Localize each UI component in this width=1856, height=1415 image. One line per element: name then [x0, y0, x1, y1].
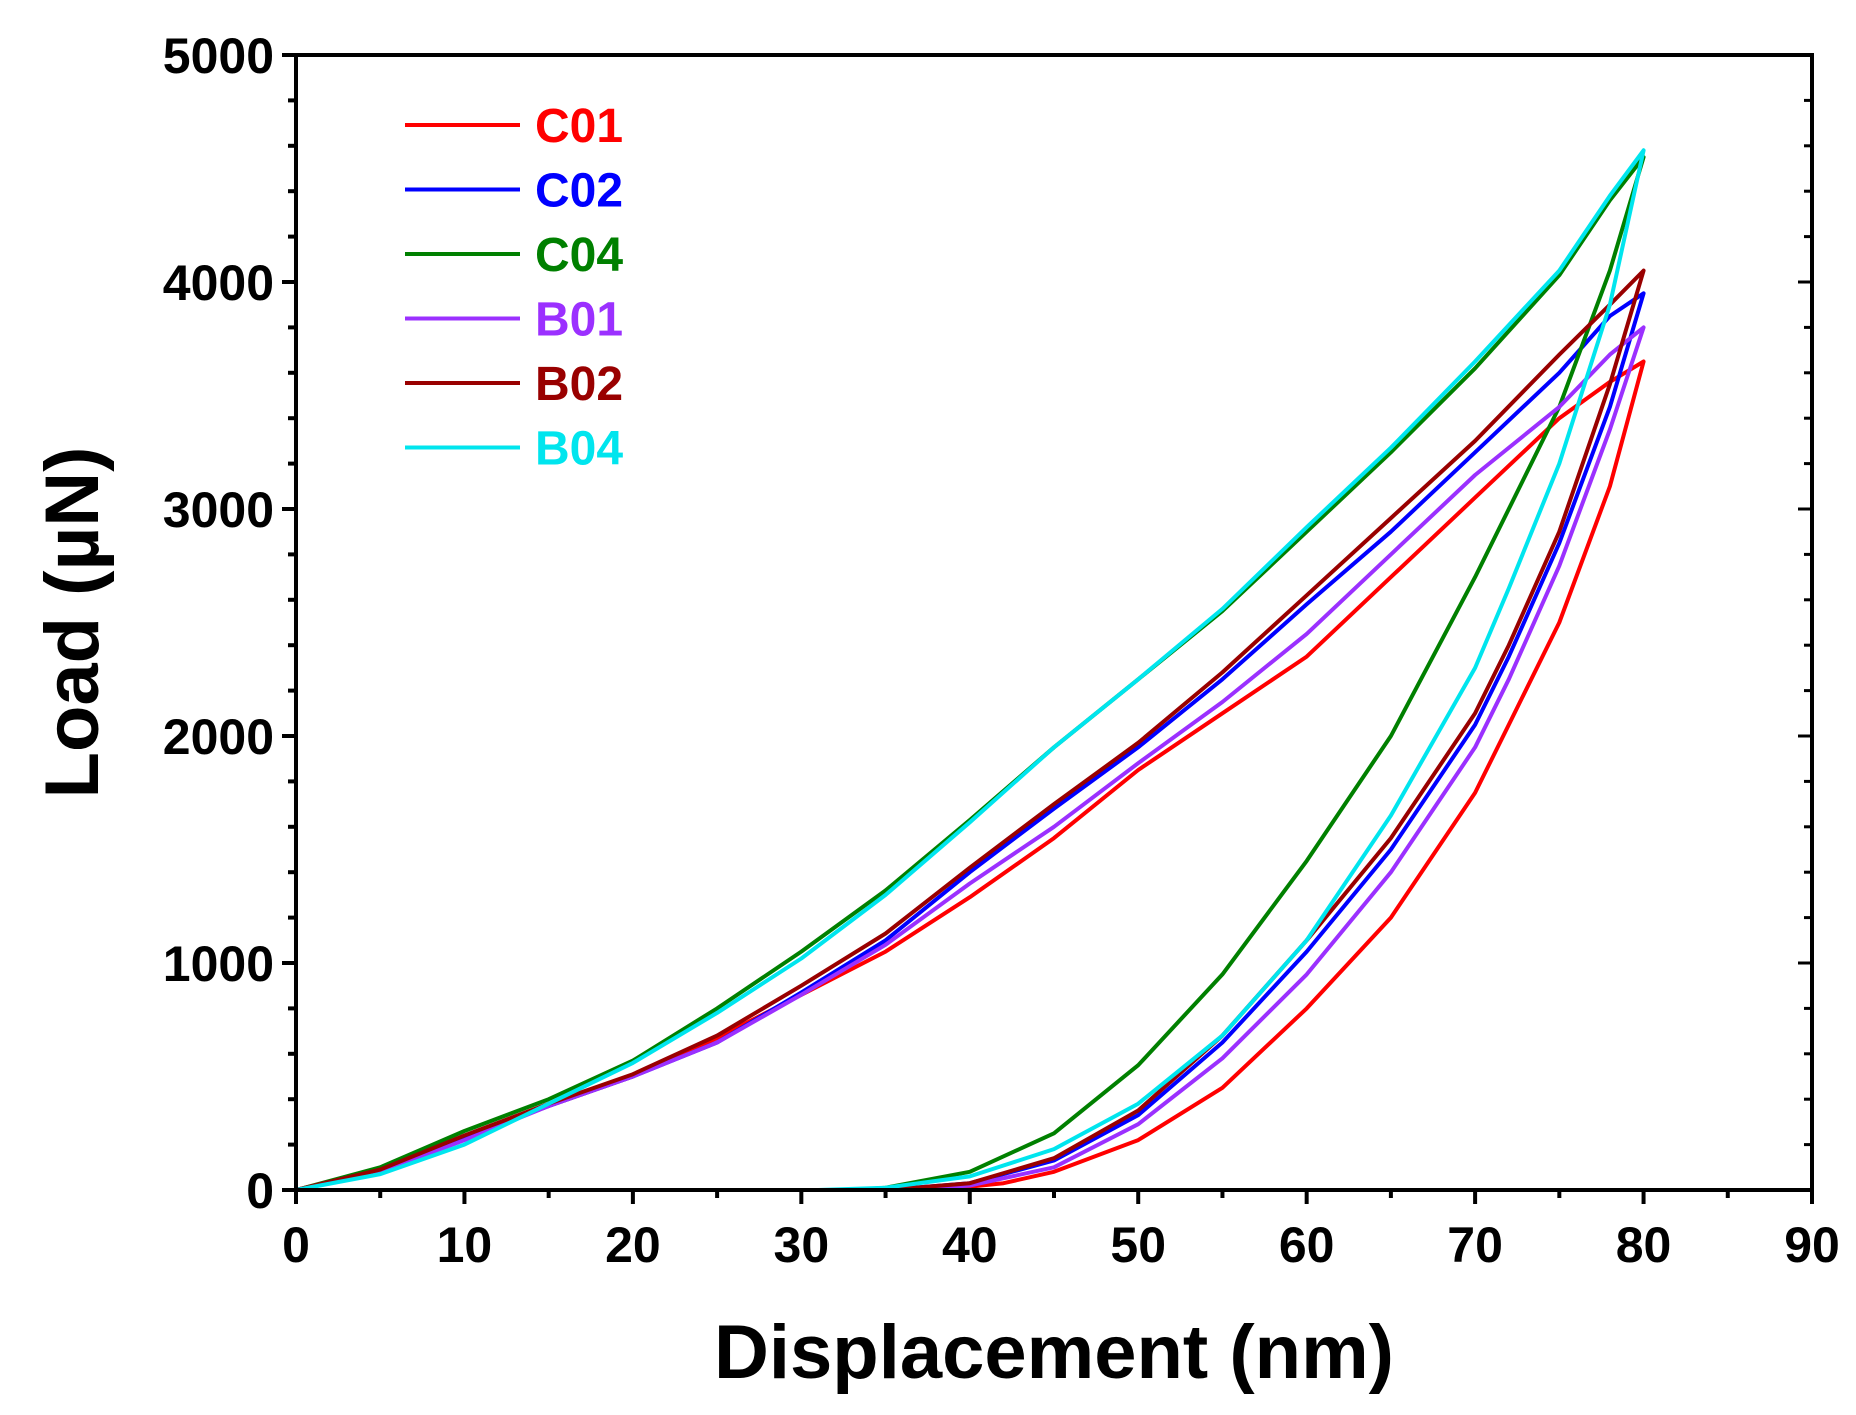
x-tick-label: 90	[1784, 1217, 1840, 1273]
x-axis-title: Displacement (nm)	[714, 1310, 1394, 1395]
series-line-b04	[295, 148, 1646, 1192]
series-line-b01	[295, 325, 1646, 1192]
y-tick-label: 2000	[163, 709, 274, 765]
plot-lines	[295, 148, 1646, 1192]
x-tick-label: 40	[942, 1217, 998, 1273]
series-line-c02	[295, 291, 1646, 1192]
x-tick-label: 0	[282, 1217, 310, 1273]
plot-frame	[294, 53, 1814, 1192]
y-tick-label: 4000	[163, 255, 274, 311]
y-axis-title: Load (µN)	[30, 447, 115, 799]
x-tick-label: 50	[1110, 1217, 1166, 1273]
tick-labels: 0 10 20 30 40 50 60 70 80 90 0 1000 2000 3000 4000 5000	[163, 28, 1840, 1273]
x-tick-label: 10	[437, 1217, 493, 1273]
x-tick-label: 70	[1447, 1217, 1503, 1273]
axis-ticks	[282, 53, 1814, 1204]
legend-label-c01: C01	[535, 100, 623, 153]
legend: C01 C02 C04 B01 B02 B04	[405, 100, 623, 476]
legend-label-b01: B01	[535, 294, 623, 347]
legend-label-c04: C04	[535, 229, 623, 282]
legend-label-b04: B04	[535, 423, 623, 476]
series-line-c04	[295, 155, 1646, 1192]
x-tick-label: 60	[1279, 1217, 1335, 1273]
x-tick-label: 80	[1616, 1217, 1672, 1273]
legend-label-c02: C02	[535, 165, 623, 218]
y-tick-label: 3000	[163, 482, 274, 538]
y-tick-label: 0	[246, 1163, 274, 1219]
x-tick-label: 20	[605, 1217, 661, 1273]
y-tick-label: 1000	[163, 936, 274, 992]
y-tick-label: 5000	[163, 28, 274, 84]
x-tick-label: 30	[774, 1217, 830, 1273]
legend-label-b02: B02	[535, 358, 623, 411]
series-line-c01	[295, 359, 1646, 1192]
